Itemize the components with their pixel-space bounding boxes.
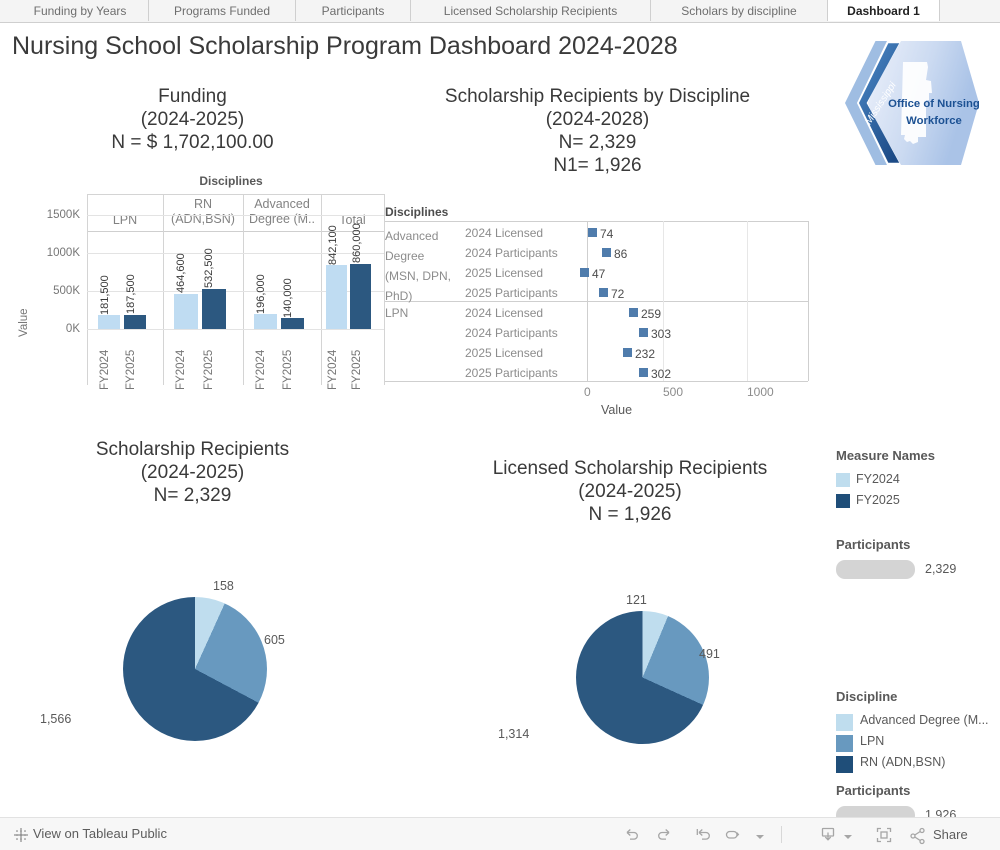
svg-text:Workforce: Workforce xyxy=(906,115,962,127)
svg-text:Office of Nursing: Office of Nursing xyxy=(888,98,979,110)
